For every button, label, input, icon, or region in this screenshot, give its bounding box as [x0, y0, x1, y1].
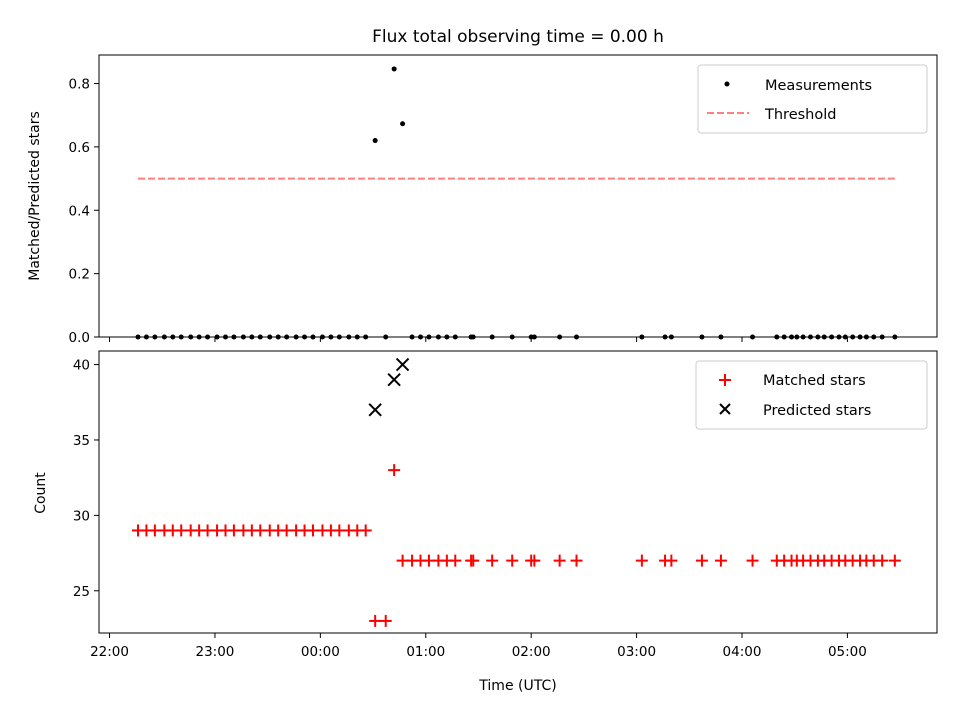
- matched-star-point: [506, 554, 519, 567]
- bottom-plot: 25 30 35 40 22:00 23:00 00:00 01:00 02:00 03:00 0…: [33, 350, 938, 694]
- bottom-y-tick-label: 35: [73, 433, 90, 449]
- matched-star-point: [486, 554, 499, 567]
- matched-star-point: [876, 554, 889, 567]
- top-plot: 0.00.20.40.60.8 Matched/Predicted stars …: [27, 54, 938, 346]
- bottom-y-tick-label: 30: [73, 508, 90, 524]
- matched-star-point: [369, 614, 382, 627]
- matched-star-point: [714, 554, 727, 567]
- matched-star-point: [695, 554, 708, 567]
- top-y-tick-label: 0.6: [69, 140, 90, 156]
- matched-star-point: [528, 554, 541, 567]
- x-tick-label: 03:00: [617, 644, 656, 660]
- matched-star-point: [888, 554, 901, 567]
- top-legend: Measurements Threshold: [697, 64, 928, 134]
- matched-star-point: [570, 554, 583, 567]
- top-y-tick-label: 0.0: [69, 330, 90, 346]
- x-tick-label: 02:00: [512, 644, 551, 660]
- x-tick-label: 04:00: [723, 644, 762, 660]
- x-tick-label: 00:00: [301, 644, 340, 660]
- matched-star-point: [665, 554, 678, 567]
- x-axis-label: Time (UTC): [478, 678, 556, 694]
- matched-star-point: [635, 554, 648, 567]
- top-legend-frame: [697, 64, 928, 134]
- matched-star-point: [553, 554, 566, 567]
- bottom-y-tick-label: 25: [73, 584, 90, 600]
- bottom-legend-frame: [695, 360, 928, 430]
- predicted-star-point: [368, 403, 382, 417]
- x-tick-label: 22:00: [90, 644, 129, 660]
- x-tick-label: 05:00: [828, 644, 867, 660]
- matched-star-point: [359, 524, 372, 537]
- bottom-y-axis: 25 30 35 40: [73, 358, 99, 600]
- top-y-axis: 0.0 0.2 0.4 0.6 0.8: [69, 77, 99, 346]
- top-plot-frame: [98, 54, 938, 338]
- legend-matched-label: Matched stars: [763, 373, 866, 389]
- x-tick-label: 23:00: [195, 644, 234, 660]
- top-y-tick-label: 0.8: [69, 77, 90, 93]
- x-tick-label: 01:00: [406, 644, 445, 660]
- matched-star-point: [388, 464, 401, 477]
- legend-predicted-marker: [719, 403, 731, 415]
- top-y-tick-label: 0.2: [69, 267, 90, 283]
- legend-threshold-label: Threshold: [764, 107, 836, 123]
- bottom-y-tick-label: 40: [73, 358, 90, 374]
- bottom-x-axis: 22:00 23:00 00:00 01:00 02:00 03:00 04:00 05:00: [90, 633, 867, 660]
- measurement-point: [400, 121, 406, 127]
- legend-measurements-label: Measurements: [765, 78, 872, 94]
- measurement-point: [391, 66, 397, 72]
- top-y-axis-label: Matched/Predicted stars: [27, 111, 43, 281]
- bottom-y-axis-label: Count: [33, 472, 49, 514]
- measurement-point: [372, 138, 378, 144]
- top-y-tick-label: 0.4: [69, 203, 90, 219]
- predicted-star-point: [387, 372, 401, 387]
- chart-title: Flux total observing time = 0.00 h: [372, 27, 664, 47]
- matched-star-point: [449, 554, 462, 567]
- predicted-star-point: [395, 357, 410, 372]
- legend-matched-marker: [719, 374, 731, 386]
- legend-measurements-marker: [724, 81, 730, 87]
- legend-predicted-label: Predicted stars: [763, 403, 871, 419]
- matched-star-point: [467, 554, 480, 567]
- bottom-plot-frame: [98, 350, 938, 634]
- bottom-marks: [132, 357, 901, 627]
- matched-star-point: [746, 554, 759, 567]
- top-x-axis: [109, 337, 848, 342]
- bottom-legend: Matched stars Predicted stars: [695, 360, 928, 430]
- matched-star-point: [379, 614, 392, 627]
